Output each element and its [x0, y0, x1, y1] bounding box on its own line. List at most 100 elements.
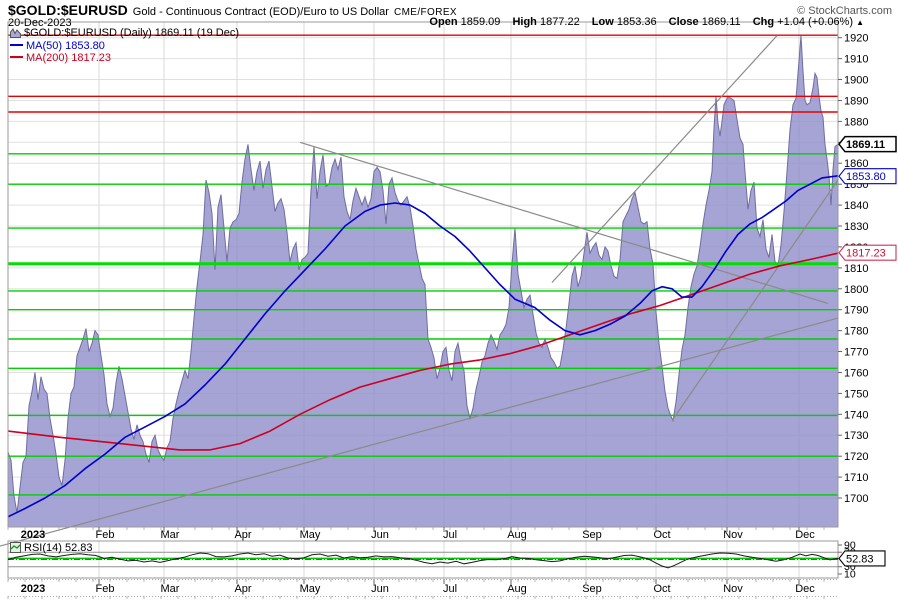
ma50-price-tag: 1853.80 [838, 168, 897, 185]
y-axis-label: 1880 [844, 116, 868, 128]
x-axis: 2023 Feb Mar Apr May Jun Jul Aug Sep Oct Nov Dec 202… [7, 527, 838, 599]
x-axis-month-label: 2023 [21, 529, 45, 541]
area-chart-icon [10, 27, 21, 41]
x-axis-month-label: Apr [234, 583, 251, 595]
svg-text:1869.11: 1869.11 [846, 139, 885, 151]
y-axis-label: 1920 [844, 33, 868, 45]
y-axis-label: 1890 [844, 96, 868, 108]
legend-rsi-label: RSI(14) 52.83 [24, 542, 93, 554]
symbol-description: Gold - Continuous Contract (EOD)/Euro to… [132, 6, 389, 18]
y-axis-label: 1800 [844, 284, 868, 296]
x-axis-month-label: Nov [723, 529, 743, 541]
high-label: High [512, 16, 537, 28]
y-axis-label: 1730 [844, 430, 868, 442]
trendline [671, 179, 839, 421]
legend-ma200: MA(200) 1817.23 [10, 52, 111, 64]
support-resistance-lines [8, 34, 838, 496]
y-axis-label: 1790 [844, 305, 868, 317]
y-axis-label: 1830 [844, 221, 868, 233]
ma50-line [7, 175, 839, 518]
open-label: Open [429, 16, 458, 28]
x-axis-month-label: Jul [443, 583, 457, 595]
rsi-axis-label: 90 [844, 540, 856, 552]
svg-text:52.83: 52.83 [846, 553, 874, 565]
x-axis-month-label: May [300, 583, 321, 595]
exchange-label: CME/FOREX [393, 7, 458, 18]
y-axis-label: 1740 [844, 409, 868, 421]
y-axis-label: 1700 [844, 493, 868, 505]
main-plot-border [7, 21, 839, 528]
x-axis-month-label: Mar [161, 529, 180, 541]
y-axis-label: 1840 [844, 200, 868, 212]
trendline [299, 141, 829, 304]
y-axis-label: 1810 [844, 263, 868, 275]
open-value: 1859.09 [460, 16, 501, 28]
chg-label: Chg [752, 16, 775, 28]
x-axis-month-label: Jun [371, 529, 389, 541]
trendlines [0, 35, 839, 547]
y-axis-label: 1860 [844, 158, 868, 170]
x-axis-month-label: Oct [653, 529, 670, 541]
chart-header: $GOLD:$EURUSD Gold - Continuous Contract … [8, 2, 457, 18]
rsi-panel: 90703010 [7, 540, 856, 581]
copyright-link[interactable]: © StockCharts.com [797, 5, 892, 17]
x-axis-month-label: Dec [795, 529, 815, 541]
last-price-tag: 1869.11 [838, 135, 897, 153]
y-axis-label: 1910 [844, 54, 868, 66]
chg-value: +1.04 (+0.06%) [777, 16, 854, 28]
x-axis-month-label: Sep [582, 529, 602, 541]
y-axis-label: 1750 [844, 388, 868, 400]
x-axis-month-label: Nov [723, 583, 743, 595]
close-value: 1869.11 [701, 16, 741, 28]
x-axis-month-label: 2023 [21, 583, 45, 595]
svg-text:1817.23: 1817.23 [846, 248, 886, 260]
close-label: Close [668, 16, 699, 28]
rsi-axis-label: 30 [844, 561, 856, 573]
y-axis-label: 1760 [844, 368, 868, 380]
legend-main: $GOLD:$EURUSD (Daily) 1869.11 (19 Dec) [10, 27, 239, 41]
y-axis-label: 1770 [844, 347, 868, 359]
trendline [0, 317, 839, 547]
x-axis-month-label: Feb [96, 583, 115, 595]
ohlc-row: Open 1859.09 High 1877.22 Low 1853.36 Cl… [420, 16, 864, 28]
x-axis-month-label: Mar [161, 583, 180, 595]
ma200-price-tag: 1817.23 [838, 244, 897, 261]
y-axis: 1700 1710 1720 1730 1740 1750 1760 1770 1780 1790… [838, 33, 868, 505]
x-axis-month-label: Apr [234, 529, 251, 541]
y-axis-label: 1900 [844, 75, 868, 87]
x-axis-month-label: Aug [507, 583, 527, 595]
y-axis-label: 1710 [844, 472, 868, 484]
legend-ma50-label: MA(50) 1853.80 [26, 40, 105, 52]
x-axis-month-label: Dec [795, 583, 815, 595]
legend-main-label: $GOLD:$EURUSD (Daily) 1869.11 (19 Dec) [24, 27, 239, 39]
high-value: 1877.22 [539, 16, 580, 28]
y-axis-label: 1780 [844, 326, 868, 338]
up-triangle-icon: ▲ [856, 18, 864, 27]
symbol: $GOLD:$EURUSD [8, 2, 128, 18]
x-axis-month-label: Aug [507, 529, 527, 541]
price-area-series [7, 35, 839, 527]
ma200-swatch-icon [10, 56, 23, 58]
ma50-swatch-icon [10, 44, 23, 46]
legend-rsi: RSI(14) 52.83 [10, 542, 92, 556]
svg-text:1853.80: 1853.80 [846, 171, 886, 183]
rsi-value-tag: 52.83 [838, 550, 886, 567]
low-value: 1853.36 [616, 16, 657, 28]
x-axis-month-label: May [300, 529, 321, 541]
x-axis-month-label: Oct [653, 583, 670, 595]
x-axis-month-label: Jun [371, 583, 389, 595]
x-axis-month-label: Feb [96, 529, 115, 541]
low-label: Low [591, 16, 614, 28]
ma200-line [7, 252, 839, 451]
rsi-chart-icon [10, 542, 21, 556]
legend-ma200-label: MA(200) 1817.23 [26, 52, 111, 64]
legend-ma50: MA(50) 1853.80 [10, 40, 105, 52]
rsi-line [7, 552, 839, 569]
rsi-axis-label: 10 [844, 569, 856, 581]
y-axis-label: 1720 [844, 451, 868, 463]
x-axis-month-label: Jul [443, 529, 457, 541]
x-axis-month-label: Sep [582, 583, 602, 595]
trendline [551, 35, 778, 283]
